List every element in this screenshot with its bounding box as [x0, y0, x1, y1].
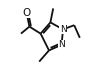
Text: N: N: [60, 25, 66, 34]
Text: N: N: [58, 40, 65, 49]
Text: O: O: [22, 8, 31, 18]
